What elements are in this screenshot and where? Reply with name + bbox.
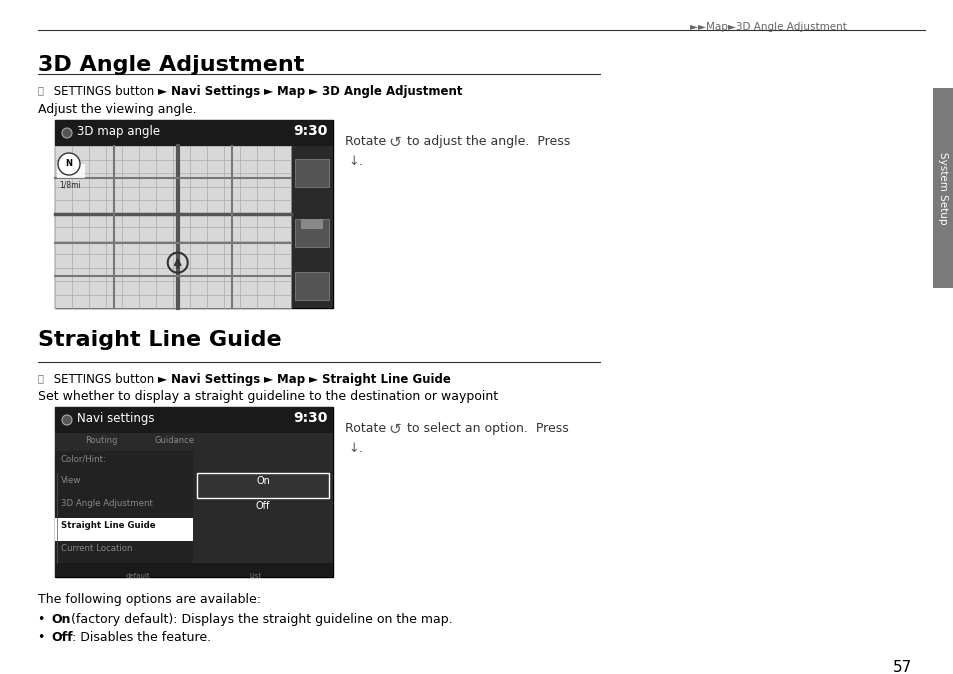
Text: SETTINGS button: SETTINGS button <box>50 373 158 386</box>
Circle shape <box>62 415 71 425</box>
Text: Navi Settings: Navi Settings <box>171 85 264 98</box>
Text: : Disables the feature.: : Disables the feature. <box>71 631 211 644</box>
Text: The following options are available:: The following options are available: <box>38 593 261 606</box>
Text: ►: ► <box>309 373 321 386</box>
Text: Straight Line Guide: Straight Line Guide <box>321 373 450 386</box>
Bar <box>55 407 333 433</box>
Text: System Setup: System Setup <box>938 152 947 224</box>
Text: ►: ► <box>158 85 171 98</box>
Text: 1/8mi: 1/8mi <box>59 181 81 190</box>
Text: Off: Off <box>255 501 270 511</box>
Text: Adjust the viewing angle.: Adjust the viewing angle. <box>38 103 196 116</box>
Text: 57: 57 <box>892 660 911 674</box>
Text: (factory default): Displays the straight guideline on the map.: (factory default): Displays the straight… <box>67 613 452 626</box>
Text: to adjust the angle.  Press: to adjust the angle. Press <box>402 135 570 148</box>
Text: Rotate: Rotate <box>345 422 390 435</box>
Bar <box>294 159 329 187</box>
Text: Straight Line Guide: Straight Line Guide <box>61 521 155 530</box>
Text: default: default <box>126 573 151 579</box>
Bar <box>55 433 333 563</box>
Bar <box>57 164 85 178</box>
Text: 3D Angle Adjustment: 3D Angle Adjustment <box>38 55 304 75</box>
Bar <box>55 120 333 308</box>
Text: Navi Settings: Navi Settings <box>171 373 264 386</box>
Text: 3D map angle: 3D map angle <box>77 125 160 138</box>
Text: ↺: ↺ <box>388 135 400 150</box>
Text: •: • <box>38 613 50 626</box>
Text: Guidance: Guidance <box>154 436 194 445</box>
Text: Set whether to display a straight guideline to the destination or waypoint: Set whether to display a straight guidel… <box>38 390 497 403</box>
Bar <box>55 120 333 146</box>
Bar <box>193 451 333 563</box>
Text: ↺: ↺ <box>388 422 400 437</box>
Text: ►: ► <box>264 373 276 386</box>
Text: ↓: ↓ <box>348 442 358 455</box>
Bar <box>301 219 323 229</box>
Text: Navi settings: Navi settings <box>77 412 154 425</box>
Bar <box>294 272 329 301</box>
Text: to select an option.  Press: to select an option. Press <box>402 422 568 435</box>
Bar <box>196 473 329 498</box>
Text: 9:30: 9:30 <box>294 124 328 138</box>
Text: Ⓢ: Ⓢ <box>38 85 44 95</box>
Text: On: On <box>255 477 270 487</box>
Text: ►: ► <box>309 85 321 98</box>
Bar <box>55 146 291 308</box>
Bar <box>55 563 333 577</box>
Text: ►: ► <box>264 85 276 98</box>
Text: ►►Map►3D Angle Adjustment: ►►Map►3D Angle Adjustment <box>689 22 846 32</box>
Bar <box>55 518 193 541</box>
Text: Ⓢ: Ⓢ <box>38 373 44 383</box>
Circle shape <box>58 153 80 175</box>
Text: SETTINGS button: SETTINGS button <box>50 85 158 98</box>
Text: Off: Off <box>51 631 72 644</box>
Bar <box>55 433 333 451</box>
Bar <box>294 219 329 247</box>
Text: •: • <box>38 631 50 644</box>
Text: 3D Angle Adjustment: 3D Angle Adjustment <box>321 85 462 98</box>
Text: Color/Hint:: Color/Hint: <box>61 454 107 463</box>
Text: 3D Angle Adjustment: 3D Angle Adjustment <box>61 499 152 508</box>
Text: List: List <box>249 573 261 579</box>
Bar <box>932 88 953 288</box>
Text: On: On <box>51 613 71 626</box>
Text: .: . <box>358 442 363 455</box>
Bar <box>291 146 333 308</box>
Text: Current Location: Current Location <box>61 544 132 553</box>
Circle shape <box>62 128 71 138</box>
Text: N: N <box>66 159 72 168</box>
Text: ►: ► <box>158 373 171 386</box>
Text: Routing: Routing <box>85 436 117 445</box>
Text: Map: Map <box>276 373 309 386</box>
Text: ↓: ↓ <box>348 155 358 168</box>
Text: Rotate: Rotate <box>345 135 390 148</box>
Text: .: . <box>358 155 363 168</box>
Text: View: View <box>61 477 81 485</box>
Text: 9:30: 9:30 <box>294 411 328 425</box>
Text: Map: Map <box>276 85 309 98</box>
Bar <box>55 407 333 577</box>
Text: Straight Line Guide: Straight Line Guide <box>38 330 281 350</box>
